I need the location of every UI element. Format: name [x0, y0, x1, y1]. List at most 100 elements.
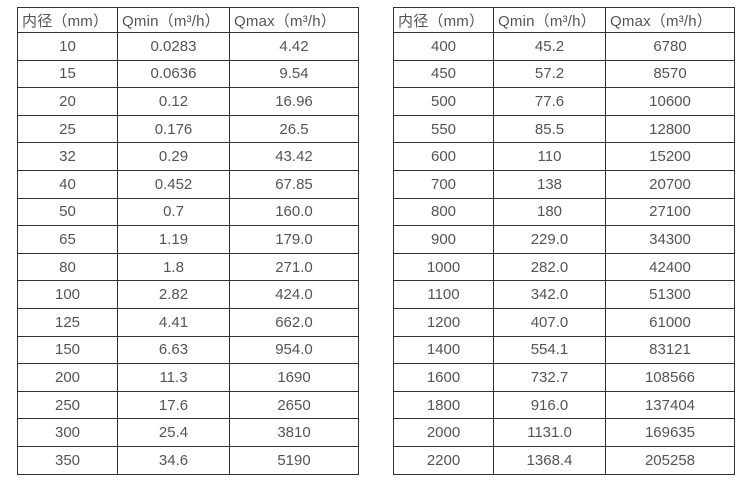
- table-row: 150 6.63 954.0: [17, 335, 359, 365]
- table-row: 2200 1368.4 205258: [393, 445, 735, 475]
- table-cell: 3810: [229, 418, 359, 447]
- table-cell: 554.1: [493, 335, 606, 365]
- table-cell: 12800: [605, 114, 735, 144]
- table-cell: 110: [493, 142, 606, 171]
- table-row: 1800 916.0 137404: [393, 390, 735, 420]
- table-cell: 51300: [605, 280, 735, 309]
- table-cell: 42400: [605, 252, 735, 282]
- table-cell: 179.0: [229, 225, 359, 254]
- flow-table-small-diameters: 内径（mm） Qmin（m³/h） Qmax（m³/h） 10 0.0283 4.4…: [17, 7, 359, 475]
- table-cell: 800: [393, 197, 494, 227]
- table-cell: 0.12: [117, 87, 230, 116]
- table-cell: 450: [393, 59, 494, 89]
- table-cell: 15: [17, 59, 118, 89]
- table-row: 600 110 15200: [393, 142, 735, 171]
- table-cell: 108566: [605, 363, 735, 392]
- table-row: 350 34.6 5190: [17, 445, 359, 475]
- table-cell: 0.452: [117, 169, 230, 199]
- table-cell: 282.0: [493, 252, 606, 282]
- table-row: 1200 407.0 61000: [393, 307, 735, 337]
- table-cell: 550: [393, 114, 494, 144]
- table-row: 50 0.7 160.0: [17, 197, 359, 227]
- table-row: 2000 1131.0 169635: [393, 418, 735, 447]
- table-cell: 350: [17, 445, 118, 475]
- table-cell: 0.176: [117, 114, 230, 144]
- table-row: 400 45.2 6780: [393, 32, 735, 61]
- table-cell: 85.5: [493, 114, 606, 144]
- table-cell: 732.7: [493, 363, 606, 392]
- table-cell: 700: [393, 169, 494, 199]
- table-cell: 61000: [605, 307, 735, 337]
- table-cell: 1100: [393, 280, 494, 309]
- table-cell: 300: [17, 418, 118, 447]
- table-cell: 8570: [605, 59, 735, 89]
- table-cell: 916.0: [493, 390, 606, 420]
- table-cell: 57.2: [493, 59, 606, 89]
- table-cell: 6.63: [117, 335, 230, 365]
- table-cell: 11.3: [117, 363, 230, 392]
- table-row: 1400 554.1 83121: [393, 335, 735, 365]
- table-cell: 229.0: [493, 225, 606, 254]
- table-cell: 169635: [605, 418, 735, 447]
- table-cell: 0.0283: [117, 32, 230, 61]
- table-row: 1100 342.0 51300: [393, 280, 735, 309]
- header-qmin: Qmin（m³/h）: [493, 7, 606, 33]
- table-cell: 83121: [605, 335, 735, 365]
- table-cell: 600: [393, 142, 494, 171]
- table-cell: 954.0: [229, 335, 359, 365]
- table-cell: 20700: [605, 169, 735, 199]
- table-cell: 65: [17, 225, 118, 254]
- table-cell: 200: [17, 363, 118, 392]
- table-cell: 77.6: [493, 87, 606, 116]
- table-row: 40 0.452 67.85: [17, 169, 359, 199]
- header-inner-diameter: 内径（mm）: [393, 7, 494, 33]
- table-cell: 407.0: [493, 307, 606, 337]
- table-cell: 205258: [605, 445, 735, 475]
- table-cell: 342.0: [493, 280, 606, 309]
- table-cell: 80: [17, 252, 118, 282]
- table-cell: 43.42: [229, 142, 359, 171]
- table-row: 80 1.8 271.0: [17, 252, 359, 282]
- table-row: 900 229.0 34300: [393, 225, 735, 254]
- table-cell: 1800: [393, 390, 494, 420]
- table-row: 15 0.0636 9.54: [17, 59, 359, 89]
- table-cell: 0.7: [117, 197, 230, 227]
- header-qmax: Qmax（m³/h）: [229, 7, 359, 33]
- table-row: 32 0.29 43.42: [17, 142, 359, 171]
- table-cell: 1000: [393, 252, 494, 282]
- header-qmax: Qmax（m³/h）: [605, 7, 735, 33]
- table-cell: 250: [17, 390, 118, 420]
- table-cell: 6780: [605, 32, 735, 61]
- table-cell: 1400: [393, 335, 494, 365]
- table-cell: 27100: [605, 197, 735, 227]
- table-cell: 45.2: [493, 32, 606, 61]
- table-cell: 25: [17, 114, 118, 144]
- table-header-row: 内径（mm） Qmin（m³/h） Qmax（m³/h）: [393, 7, 735, 33]
- table-row: 250 17.6 2650: [17, 390, 359, 420]
- table-row: 200 11.3 1690: [17, 363, 359, 392]
- table-cell: 9.54: [229, 59, 359, 89]
- table-cell: 1.8: [117, 252, 230, 282]
- table-cell: 2000: [393, 418, 494, 447]
- table-cell: 1200: [393, 307, 494, 337]
- table-cell: 100: [17, 280, 118, 309]
- table-row: 700 138 20700: [393, 169, 735, 199]
- table-cell: 20: [17, 87, 118, 116]
- table-cell: 34300: [605, 225, 735, 254]
- table-row: 550 85.5 12800: [393, 114, 735, 144]
- table-cell: 500: [393, 87, 494, 116]
- table-row: 100 2.82 424.0: [17, 280, 359, 309]
- table-cell: 2200: [393, 445, 494, 475]
- table-cell: 1690: [229, 363, 359, 392]
- table-row: 500 77.6 10600: [393, 87, 735, 116]
- table-cell: 160.0: [229, 197, 359, 227]
- table-cell: 5190: [229, 445, 359, 475]
- table-cell: 0.29: [117, 142, 230, 171]
- table-cell: 40: [17, 169, 118, 199]
- table-cell: 67.85: [229, 169, 359, 199]
- table-cell: 271.0: [229, 252, 359, 282]
- table-cell: 1600: [393, 363, 494, 392]
- table-cell: 1131.0: [493, 418, 606, 447]
- table-cell: 2.82: [117, 280, 230, 309]
- flow-table-large-diameters: 内径（mm） Qmin（m³/h） Qmax（m³/h） 400 45.2 6780…: [393, 7, 735, 475]
